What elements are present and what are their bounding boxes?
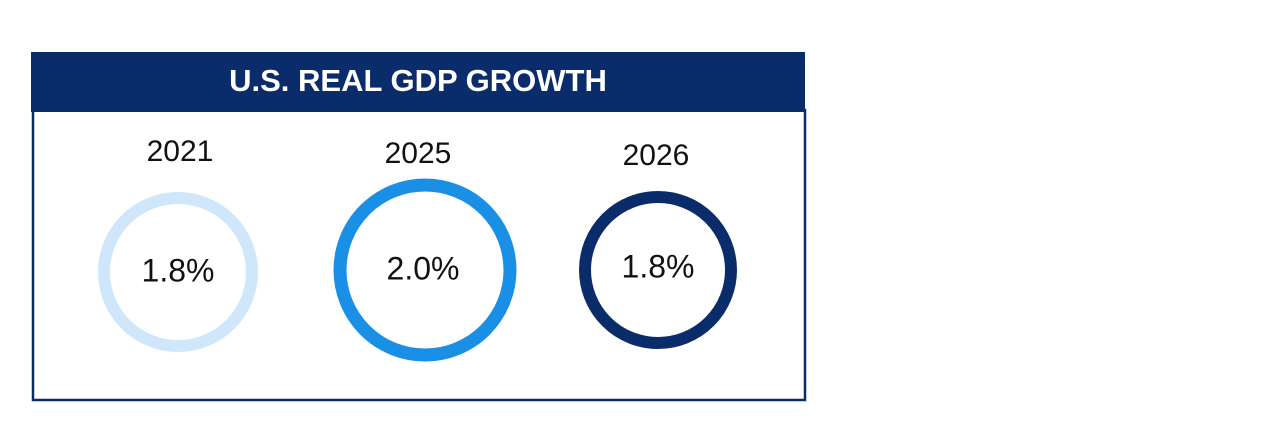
value-label: 2.0% — [387, 250, 460, 286]
value-label: 1.8% — [622, 248, 695, 284]
year-label: 2021 — [147, 135, 214, 168]
year-label: 2025 — [385, 137, 452, 170]
year-label: 2026 — [623, 139, 690, 172]
value-label: 1.8% — [142, 252, 215, 288]
header-band — [31, 52, 805, 112]
title: U.S. REAL GDP GROWTH — [229, 63, 607, 98]
ring — [333, 178, 517, 362]
ring — [579, 191, 737, 349]
ring — [98, 192, 258, 352]
